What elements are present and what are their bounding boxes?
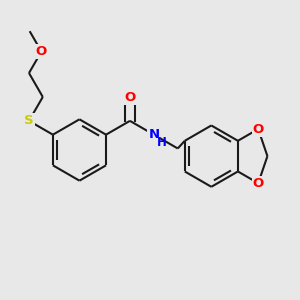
Text: H: H bbox=[157, 136, 166, 149]
Text: O: O bbox=[253, 123, 264, 136]
Text: N: N bbox=[148, 128, 159, 141]
Text: O: O bbox=[253, 177, 264, 190]
Text: O: O bbox=[36, 45, 47, 58]
Text: S: S bbox=[24, 114, 34, 128]
Text: O: O bbox=[124, 91, 136, 104]
